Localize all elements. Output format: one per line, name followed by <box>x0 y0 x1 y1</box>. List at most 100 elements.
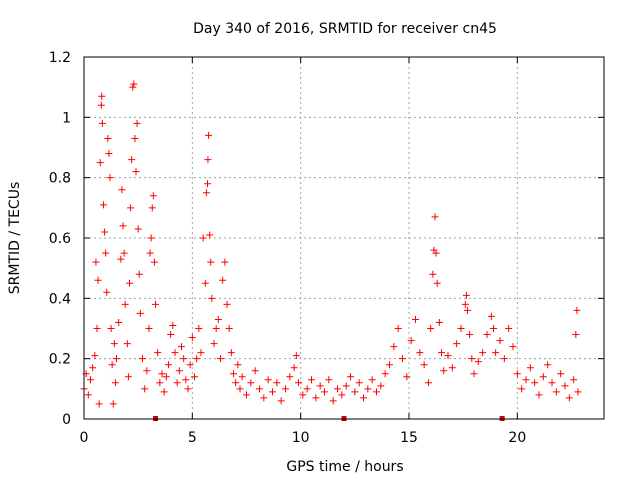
data-point <box>552 388 560 396</box>
data-point <box>160 388 168 396</box>
data-point <box>303 385 311 393</box>
chart-title: Day 340 of 2016, SRMTID for receiver cn4… <box>193 21 497 37</box>
data-point <box>97 101 105 109</box>
data-point <box>89 364 97 372</box>
data-point <box>416 349 424 357</box>
x-tick-label: 5 <box>188 430 197 446</box>
data-point <box>377 382 385 390</box>
scatter-points <box>80 80 582 408</box>
data-point <box>152 300 159 308</box>
data-point <box>394 325 402 332</box>
data-point <box>526 364 534 372</box>
data-point <box>433 279 441 287</box>
data-point <box>94 276 102 284</box>
data-point <box>225 325 233 332</box>
data-point <box>329 397 337 405</box>
data-point <box>205 131 213 139</box>
data-point <box>217 355 224 363</box>
data-point <box>115 318 123 326</box>
data-point <box>165 361 172 369</box>
data-point <box>468 355 476 363</box>
data-point <box>308 376 315 384</box>
data-point <box>277 397 285 405</box>
data-point <box>113 355 120 363</box>
data-point <box>204 156 212 164</box>
data-point <box>130 80 138 88</box>
y-tick-label: 1.2 <box>49 50 71 66</box>
data-point <box>139 355 146 363</box>
data-point <box>347 373 354 381</box>
data-point <box>154 349 162 357</box>
data-point <box>462 291 470 299</box>
data-point <box>316 382 324 390</box>
data-point <box>93 325 101 332</box>
data-point <box>403 373 411 381</box>
data-point <box>251 367 259 375</box>
data-point <box>191 373 198 381</box>
data-point <box>407 337 415 345</box>
data-point <box>427 325 435 332</box>
data-point <box>95 400 103 408</box>
data-point <box>573 306 581 314</box>
data-point <box>431 213 439 221</box>
y-tick-label: 0.4 <box>49 291 71 307</box>
data-point <box>100 201 107 209</box>
data-point <box>342 382 350 390</box>
data-point <box>167 331 175 339</box>
data-point <box>360 394 367 402</box>
data-point <box>548 379 556 387</box>
data-point <box>373 388 380 396</box>
data-point <box>109 400 117 408</box>
data-point <box>295 379 302 387</box>
data-point <box>186 361 194 369</box>
y-axis-ticks: 0 0.2 0.4 0.6 0.8 1 1.2 <box>49 50 604 428</box>
data-point <box>518 385 526 393</box>
data-point <box>120 249 128 257</box>
data-point <box>182 376 190 384</box>
data-point <box>135 270 143 278</box>
data-point <box>461 300 469 308</box>
data-point <box>390 343 398 351</box>
data-point <box>105 150 113 158</box>
data-point <box>492 349 500 357</box>
data-point <box>128 156 136 164</box>
data-point <box>188 334 196 342</box>
data-point <box>230 370 237 378</box>
y-tick-label: 0.6 <box>49 231 71 247</box>
data-point <box>364 385 372 393</box>
data-point <box>98 119 106 127</box>
data-point <box>173 379 181 387</box>
data-point <box>260 394 268 402</box>
data-point <box>561 382 569 390</box>
data-point <box>96 159 104 167</box>
data-point <box>500 355 508 363</box>
y-axis-label: SRMTID / TECUs <box>7 182 23 295</box>
data-point <box>119 222 127 230</box>
data-point <box>299 391 307 399</box>
data-point <box>531 379 539 387</box>
data-point <box>509 343 517 351</box>
data-point <box>292 352 300 360</box>
data-point <box>212 325 220 332</box>
data-point <box>197 349 205 357</box>
data-point <box>104 134 112 142</box>
data-point <box>156 379 164 387</box>
data-point <box>124 373 132 381</box>
data-point <box>535 391 543 399</box>
x-axis-ticks: 0 5 10 15 20 <box>80 57 526 446</box>
data-point <box>238 373 246 381</box>
y-tick-label: 0 <box>62 412 71 428</box>
data-point <box>412 315 419 323</box>
data-point <box>149 192 157 200</box>
data-point <box>123 340 131 348</box>
data-point <box>539 373 547 381</box>
data-point <box>440 367 448 375</box>
data-point <box>247 379 255 387</box>
data-point <box>118 186 126 194</box>
data-point <box>334 385 341 393</box>
data-point <box>466 331 474 339</box>
data-point <box>178 343 185 351</box>
data-point <box>236 385 244 393</box>
data-point <box>207 258 215 266</box>
data-point <box>264 376 272 384</box>
